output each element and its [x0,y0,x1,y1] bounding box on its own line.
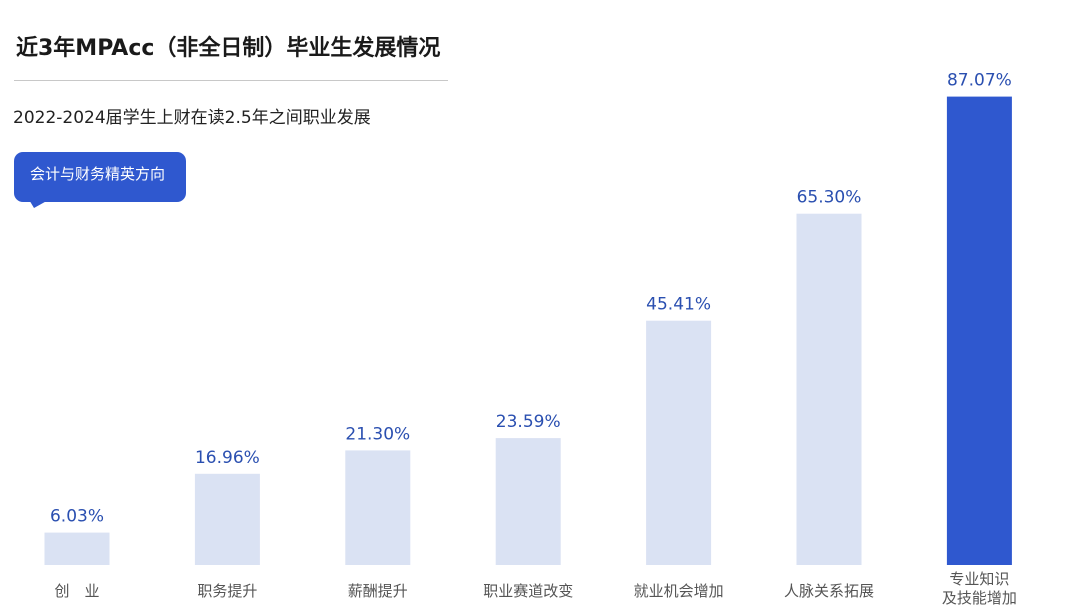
chart-title: 近3年MPAcc（非全日制）毕业生发展情况 [16,36,441,61]
bar-5 [796,213,862,565]
title-divider [14,80,448,81]
direction-badge: 会计与财务精英方向 [14,152,186,202]
category-label-5: 人脉关系拓展 [784,582,874,600]
bar-2 [345,450,411,565]
category-label-1: 职务提升 [197,582,257,600]
bar-6 [946,96,1012,565]
bar-1 [194,473,260,565]
category-label-3: 职业赛道改变 [483,582,573,600]
badge-tail-shape [28,198,52,208]
bar-value-label-2: 21.30% [345,424,410,444]
bar-value-label-1: 16.96% [195,448,260,468]
bar-value-label-0: 6.03% [50,507,104,527]
bar-value-label-4: 45.41% [646,295,711,315]
bar-value-label-5: 65.30% [797,188,862,208]
category-label-2: 薪酬提升 [348,582,408,600]
category-label-4: 就业机会增加 [634,582,724,600]
category-label-6-line-0: 专业知识 [949,570,1009,588]
bar-4 [646,320,712,565]
category-label-0: 创 业 [54,582,99,600]
bar-value-label-3: 23.59% [496,412,561,432]
chart-subtitle: 2022-2024届学生上财在读2.5年之间职业发展 [13,108,371,128]
bar-3 [495,438,561,565]
category-label-6-line-1: 及技能增加 [942,589,1017,607]
bar-0 [44,532,110,565]
bar-value-label-6: 87.07% [947,71,1012,91]
